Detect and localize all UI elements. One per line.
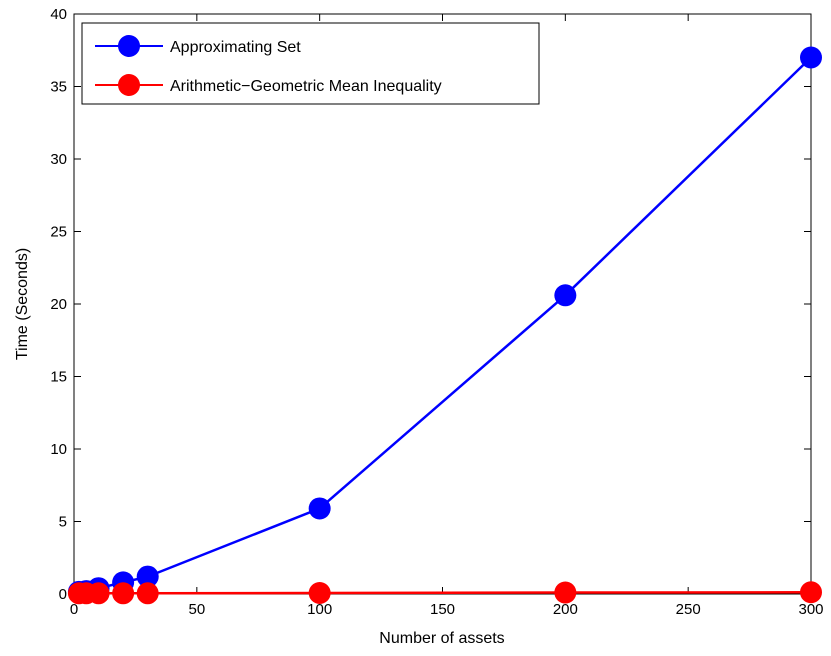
- x-tick-label: 150: [430, 601, 455, 618]
- series-1-point: [308, 581, 331, 604]
- y-tick-label: 0: [59, 586, 67, 603]
- legend-marker-am-gm: [118, 74, 140, 96]
- y-tick-label: 40: [50, 6, 67, 23]
- series-0-point: [800, 46, 822, 69]
- y-tick-label: 30: [50, 151, 67, 168]
- x-tick-label: 250: [676, 601, 701, 618]
- y-tick-label: 10: [50, 441, 67, 458]
- legend-label-am-gm: Arithmetic−Geometric Mean Inequality: [170, 78, 442, 95]
- y-tick-label: 15: [50, 369, 67, 386]
- legend: Approximating Set Arithmetic−Geometric M…: [81, 22, 540, 105]
- series-1-point: [112, 582, 135, 605]
- x-tick-label: 100: [307, 601, 332, 618]
- plot-area: [73, 13, 812, 595]
- series-1-point: [136, 582, 159, 605]
- x-tick-label: 200: [553, 601, 578, 618]
- legend-box: [81, 22, 540, 105]
- series-1-point: [87, 582, 110, 605]
- x-axis-title: Number of assets: [379, 630, 504, 647]
- x-tick-label: 300: [798, 601, 823, 618]
- axis-tick-labels: 0 50 100 150 200 250 300 0 5 10 15 20 25 30 35 40: [50, 6, 823, 618]
- legend-marker-approximating-set: [118, 35, 140, 57]
- y-tick-label: 25: [50, 224, 67, 241]
- x-tick-label: 0: [70, 601, 78, 618]
- y-tick-label: 20: [50, 296, 67, 313]
- y-tick-label: 5: [59, 514, 67, 531]
- series-1: [67, 581, 822, 605]
- legend-label-approximating-set: Approximating Set: [170, 39, 301, 56]
- y-tick-label: 35: [50, 79, 67, 96]
- series-0-point: [308, 497, 331, 520]
- series-0-point: [136, 565, 159, 588]
- series-1-point: [800, 581, 822, 604]
- x-tick-label: 50: [188, 601, 205, 618]
- series-1-point: [554, 581, 577, 604]
- series-1-line: [78, 591, 812, 595]
- y-axis-title: Time (Seconds): [14, 248, 31, 360]
- series-0-point: [554, 284, 577, 307]
- series-layer: [67, 46, 822, 605]
